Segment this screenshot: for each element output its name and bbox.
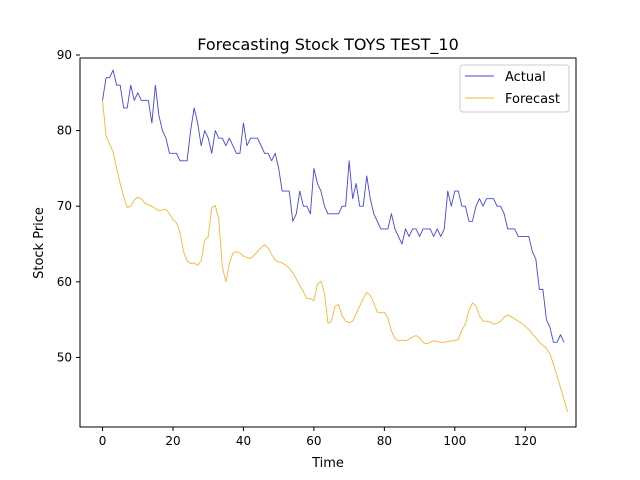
y-tick-label: 70 <box>57 199 72 213</box>
x-tick-label: 20 <box>165 434 180 448</box>
legend: Actual Forecast <box>459 64 570 113</box>
x-tick-label: 80 <box>377 434 392 448</box>
y-tick-label: 90 <box>57 48 72 62</box>
x-tick-label: 0 <box>99 434 107 448</box>
x-axis-label: Time <box>311 456 344 471</box>
y-axis-label: Stock Price <box>32 207 47 279</box>
y-tick-label: 80 <box>57 124 72 138</box>
legend-label-actual: Actual <box>505 70 546 85</box>
x-tick-label: 60 <box>306 434 321 448</box>
plot-area <box>79 57 577 428</box>
axes-frame <box>79 57 577 428</box>
legend-box <box>459 64 570 113</box>
legend-label-forecast: Forecast <box>505 92 560 107</box>
x-tick-label: 40 <box>236 434 251 448</box>
chart-title: Forecasting Stock TOYS TEST_10 <box>197 35 459 55</box>
y-tick-label: 60 <box>57 275 72 289</box>
x-axis: 0 20 40 60 80 100 120 <box>99 427 537 448</box>
series-line-forecast <box>102 100 568 413</box>
x-tick-label: 100 <box>443 434 466 448</box>
x-tick-label: 120 <box>514 434 537 448</box>
y-tick-label: 50 <box>57 350 72 364</box>
series-line-actual <box>102 69 565 343</box>
y-axis: 50 60 70 80 90 <box>57 48 80 364</box>
